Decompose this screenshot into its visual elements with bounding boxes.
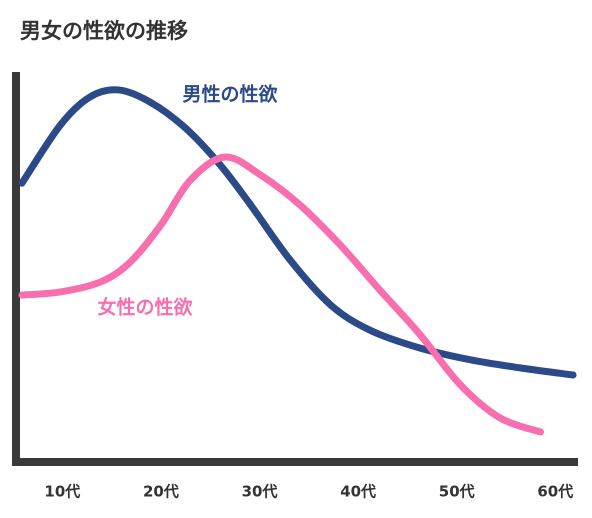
x-tick-label: 30代	[242, 483, 278, 501]
x-tick-label: 60代	[537, 483, 573, 501]
legend-label: 女性の性欲	[97, 296, 192, 319]
line	[18, 86, 577, 379]
x-tick-label: 10代	[44, 483, 80, 501]
line	[18, 153, 545, 436]
x-tick-label: 20代	[143, 483, 179, 501]
chart-title: 男女の性欲の推移	[20, 19, 188, 43]
x-tick-label: 40代	[340, 483, 376, 501]
x-tick-label: 50代	[439, 483, 475, 501]
legend-label: 男性の性欲	[182, 83, 277, 106]
